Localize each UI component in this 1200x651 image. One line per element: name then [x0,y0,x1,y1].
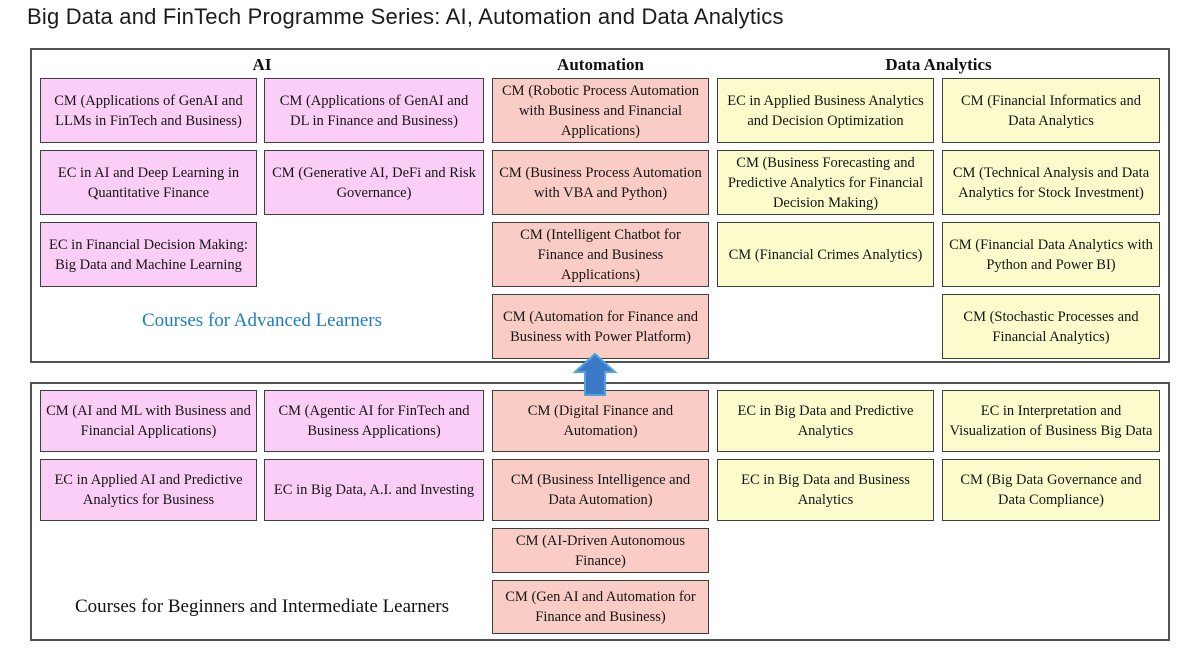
course-box: CM (Financial Crimes Analytics) [717,222,934,287]
course-box: EC in Big Data and Predictive Analytics [717,390,934,452]
course-box: EC in Big Data, A.I. and Investing [264,459,484,521]
beginner-analytics-column-2: EC in Interpretation and Visualization o… [942,390,1160,521]
course-box: CM (Gen AI and Automation for Finance an… [492,580,709,634]
course-box: CM (AI-Driven Autonomous Finance) [492,528,709,573]
course-box: CM (Digital Finance and Automation) [492,390,709,452]
course-box: EC in Big Data and Business Analytics [717,459,934,521]
beginner-learners-label: Courses for Beginners and Intermediate L… [74,596,450,617]
course-box: CM (AI and ML with Business and Financia… [40,390,257,452]
column-header-automation: Automation [557,55,644,74]
course-box: CM (Generative AI, DeFi and Risk Governa… [264,150,484,215]
course-box: CM (Business Process Automation with VBA… [492,150,709,215]
up-arrow-icon [572,352,618,396]
course-box: CM (Agentic AI for FinTech and Business … [264,390,484,452]
course-box: CM (Applications of GenAI and DL in Fina… [264,78,484,143]
course-box: CM (Automation for Finance and Business … [492,294,709,359]
advanced-learners-section: AI Automation Data Analytics CM (Applica… [30,48,1170,363]
course-box: EC in Applied AI and Predictive Analytic… [40,459,257,521]
beginner-ai-column-2: CM (Agentic AI for FinTech and Business … [264,390,484,521]
course-box: CM (Intelligent Chatbot for Finance and … [492,222,709,287]
course-box: CM (Financial Informatics and Data Analy… [942,78,1160,143]
advanced-ai-column-1: CM (Applications of GenAI and LLMs in Fi… [40,78,257,287]
beginner-analytics-column-1: EC in Big Data and Predictive Analytics … [717,390,934,521]
advanced-analytics-column-2: CM (Financial Informatics and Data Analy… [942,78,1160,359]
advanced-learners-label: Courses for Advanced Learners [141,310,383,331]
advanced-analytics-column-1: EC in Applied Business Analytics and Dec… [717,78,934,287]
course-box: CM (Financial Data Analytics with Python… [942,222,1160,287]
course-box: EC in AI and Deep Learning in Quantitati… [40,150,257,215]
course-box: CM (Robotic Process Automation with Busi… [492,78,709,143]
course-box: CM (Business Intelligence and Data Autom… [492,459,709,521]
course-box: CM (Big Data Governance and Data Complia… [942,459,1160,521]
advanced-ai-column-2: CM (Applications of GenAI and DL in Fina… [264,78,484,215]
course-box: EC in Interpretation and Visualization o… [942,390,1160,452]
course-box: CM (Applications of GenAI and LLMs in Fi… [40,78,257,143]
column-header-ai: AI [252,55,272,74]
advanced-automation-column: CM (Robotic Process Automation with Busi… [492,78,709,359]
course-box: EC in Financial Decision Making: Big Dat… [40,222,257,287]
beginner-learners-section: CM (AI and ML with Business and Financia… [30,382,1170,641]
beginner-automation-column: CM (Digital Finance and Automation) CM (… [492,390,709,634]
course-box: CM (Business Forecasting and Predictive … [717,150,934,215]
course-box: CM (Technical Analysis and Data Analytic… [942,150,1160,215]
beginner-ai-column-1: CM (AI and ML with Business and Financia… [40,390,257,521]
course-box: CM (Stochastic Processes and Financial A… [942,294,1160,359]
column-header-data-analytics: Data Analytics [885,55,992,74]
course-box: EC in Applied Business Analytics and Dec… [717,78,934,143]
page-title: Big Data and FinTech Programme Series: A… [27,4,784,29]
